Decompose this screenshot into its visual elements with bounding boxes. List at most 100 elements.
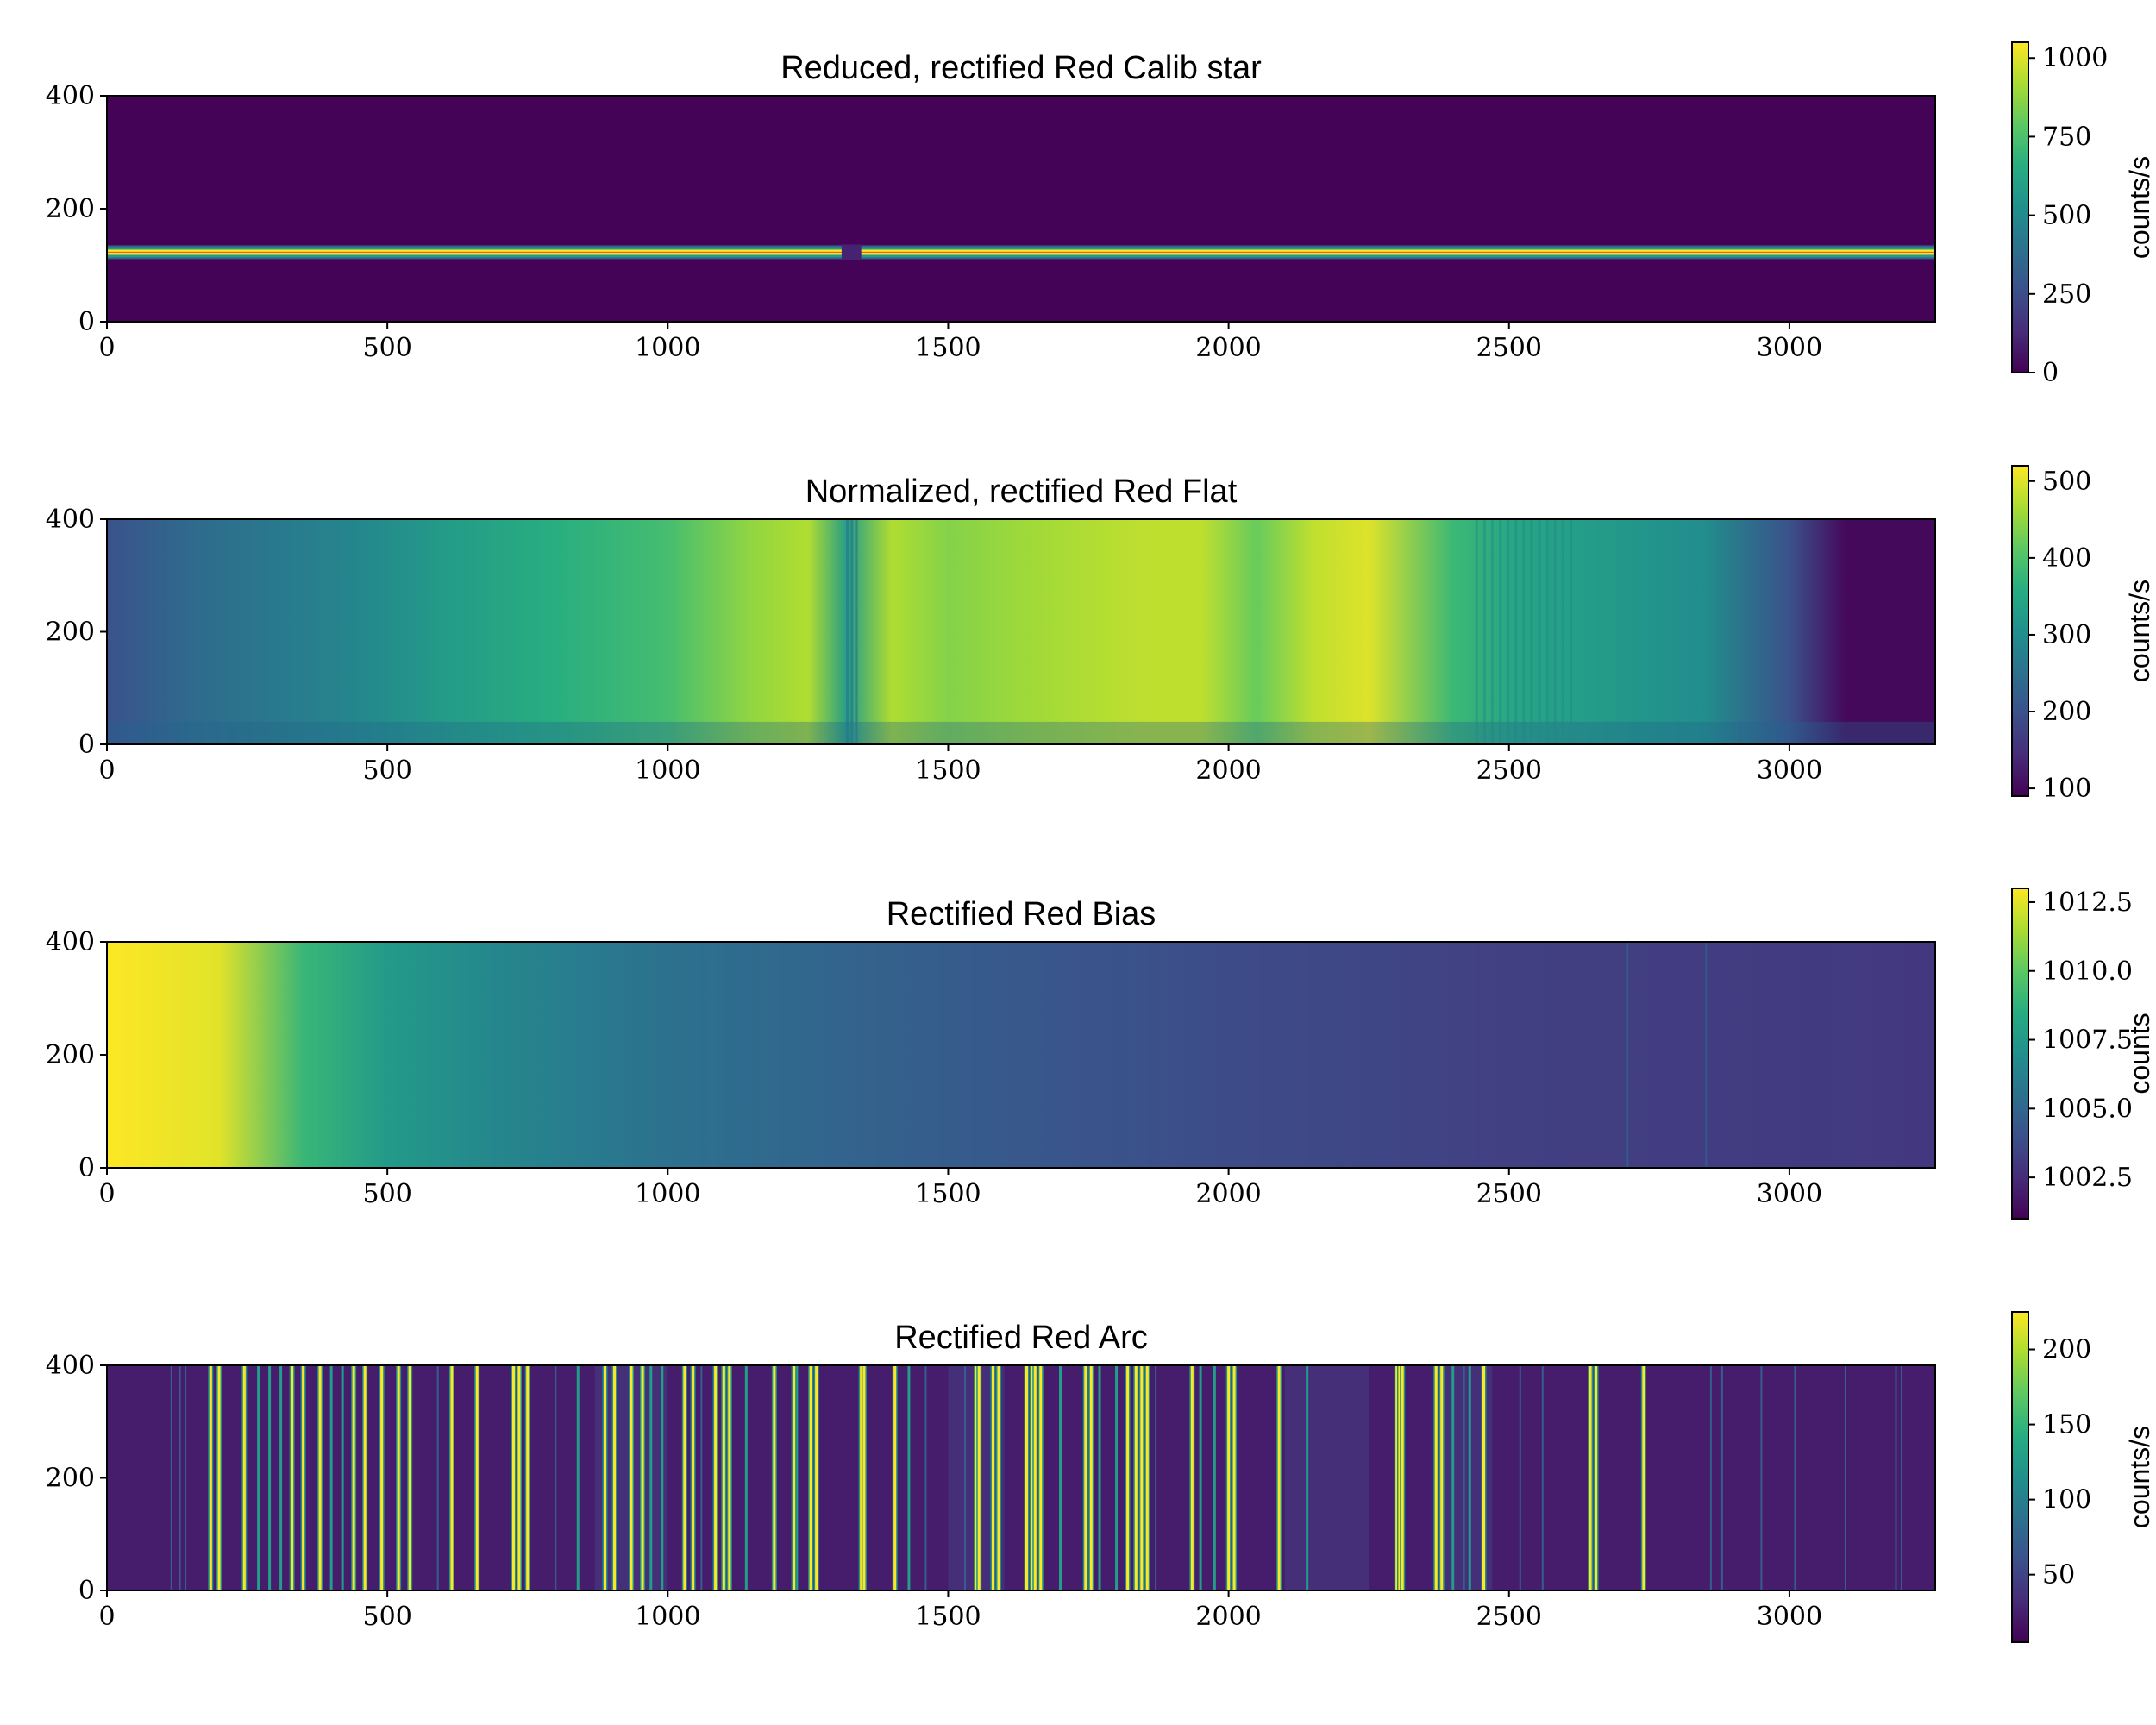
- x-tick-label: 0: [98, 333, 115, 363]
- arc-line-bright: [302, 1365, 305, 1590]
- intensity-field: [107, 519, 1935, 744]
- arc-line-bright: [603, 1365, 606, 1590]
- arc-line-bright: [862, 1365, 866, 1590]
- y-tick-label: 200: [46, 1464, 95, 1494]
- flat-stripe: [846, 519, 849, 744]
- arc-line-medium: [907, 1365, 911, 1590]
- arc-line-bright: [1190, 1365, 1194, 1590]
- y-tick-label: 200: [46, 618, 95, 648]
- arc-line-bright: [450, 1365, 454, 1590]
- arc-line-faint: [1794, 1365, 1796, 1590]
- x-tick-label: 0: [98, 756, 115, 786]
- bottom-strip: [107, 721, 1935, 744]
- flat-stripe: [1545, 519, 1549, 744]
- flat-stripe: [1530, 519, 1533, 744]
- heatmap-image: [107, 96, 1935, 322]
- bias-column: [1626, 942, 1629, 1168]
- panel-title: Rectified Red Arc: [894, 1320, 1148, 1356]
- arc-line-bright: [1277, 1365, 1281, 1590]
- arc-line-medium: [576, 1365, 580, 1590]
- x-tick-label: 2500: [1476, 756, 1542, 786]
- heatmap-image: [107, 942, 1935, 1168]
- arc-line-faint: [555, 1365, 557, 1590]
- arc-line-bright: [714, 1365, 718, 1590]
- x-tick-label: 500: [363, 1179, 412, 1209]
- colorbar: 100 200 300 400 500 counts/s: [2011, 465, 2155, 804]
- heatmap-image: [107, 519, 1935, 744]
- arc-line-faint: [1844, 1365, 1846, 1590]
- x-tick-label: 0: [98, 1179, 115, 1209]
- y-tick-label: 0: [78, 1576, 95, 1606]
- arc-line-bright: [517, 1365, 521, 1590]
- arc-line-faint: [1760, 1365, 1763, 1590]
- y-tick-label: 400: [46, 81, 95, 111]
- arc-line-medium: [1213, 1365, 1216, 1590]
- y-tick-label: 200: [46, 194, 95, 224]
- arc-line-faint: [1895, 1365, 1897, 1590]
- colorbar-gradient: [2011, 465, 2029, 797]
- bias-column: [1705, 942, 1708, 1168]
- arc-line-faint: [179, 1365, 181, 1590]
- colorbar-label: counts/s: [2124, 1426, 2155, 1528]
- colorbar-tick-label: 1005.0: [2042, 1094, 2133, 1124]
- colorbar-tick-label: 200: [2042, 1335, 2091, 1365]
- arc-line-bright: [1140, 1365, 1144, 1590]
- arc-line-faint: [1720, 1365, 1723, 1590]
- y-tick-label: 0: [78, 730, 95, 760]
- flat-stripe: [1507, 519, 1510, 744]
- x-tick-label: 2500: [1476, 1602, 1542, 1632]
- arc-line-bright: [511, 1365, 515, 1590]
- intensity-field: [107, 942, 1935, 1168]
- colorbar: 50 100 150 200 counts/s: [2011, 1311, 2155, 1643]
- arc-line-bright: [217, 1365, 221, 1590]
- arc-line-faint: [1541, 1365, 1544, 1590]
- colorbar-tick-label: 500: [2042, 201, 2091, 231]
- arc-line-bright: [991, 1365, 994, 1590]
- arc-line-medium: [329, 1365, 333, 1590]
- arc-line-medium: [268, 1365, 272, 1590]
- arc-line-bright: [1025, 1365, 1029, 1590]
- x-tick-label: 2500: [1476, 333, 1542, 363]
- arc-line-bright: [475, 1365, 479, 1590]
- colorbar-tick-label: 100: [2042, 1485, 2091, 1515]
- x-tick-label: 2000: [1195, 1179, 1261, 1209]
- arc-line-faint: [436, 1365, 439, 1590]
- arc-line-bright: [773, 1365, 776, 1590]
- arc-line-bright: [1227, 1365, 1231, 1590]
- x-tick-label: 2500: [1476, 1179, 1542, 1209]
- arc-line-bright: [1031, 1365, 1034, 1590]
- arc-line-bright: [363, 1365, 367, 1590]
- x-tick-label: 500: [363, 756, 412, 786]
- arc-line-bright: [397, 1365, 400, 1590]
- panel-title: Rectified Red Bias: [887, 896, 1156, 932]
- y-tick-label: 0: [78, 307, 95, 337]
- arc-line-bright: [1440, 1365, 1444, 1590]
- arc-line-medium: [1059, 1365, 1062, 1590]
- x-tick-label: 3000: [1757, 1179, 1822, 1209]
- arc-line-medium: [1306, 1365, 1309, 1590]
- x-tick-label: 1000: [635, 1602, 700, 1632]
- arc-line-faint: [1519, 1365, 1521, 1590]
- flat-stripe: [1561, 519, 1564, 744]
- arc-line-medium: [279, 1365, 283, 1590]
- arc-line-bright: [975, 1365, 978, 1590]
- flat-stripe: [1553, 519, 1557, 744]
- arc-line-bright: [630, 1365, 633, 1590]
- x-tick-label: 500: [363, 1602, 412, 1632]
- arc-line-faint: [1463, 1365, 1465, 1590]
- arc-line-medium: [341, 1365, 344, 1590]
- arc-line-bright: [380, 1365, 384, 1590]
- x-tick-label: 1500: [915, 333, 981, 363]
- colorbar-label: counts/s: [2124, 156, 2155, 259]
- arc-line-bright: [1126, 1365, 1130, 1590]
- colorbar-tick-label: 1012.5: [2042, 888, 2133, 918]
- arc-line-bright: [1482, 1365, 1486, 1590]
- x-tick-label: 2000: [1195, 756, 1261, 786]
- y-tick-label: 0: [78, 1153, 95, 1183]
- colorbar-tick-label: 200: [2042, 697, 2091, 727]
- arc-line-faint: [700, 1365, 703, 1590]
- y-tick-label: 400: [46, 927, 95, 957]
- arc-line-bright: [318, 1365, 322, 1590]
- colorbar-tick-label: 300: [2042, 620, 2091, 650]
